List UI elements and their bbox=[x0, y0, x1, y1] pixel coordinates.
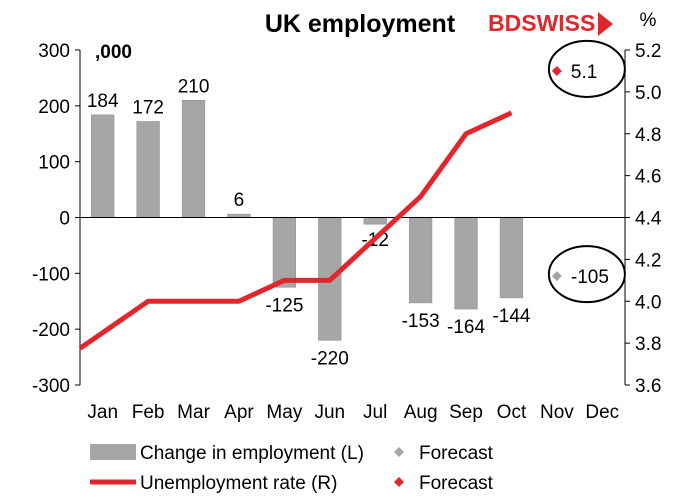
svg-text:BDSWISS: BDSWISS bbox=[488, 10, 595, 36]
employment-bar-jan bbox=[91, 114, 115, 218]
forecast-unemployment-ellipse bbox=[547, 39, 626, 98]
y-right-tick-label: 5.0 bbox=[635, 83, 661, 104]
forecast-employment-ellipse bbox=[547, 245, 626, 304]
bar-data-label: -153 bbox=[402, 311, 440, 332]
x-tick-label-apr: Apr bbox=[224, 402, 254, 423]
y-left-tick-label: 0 bbox=[59, 209, 70, 230]
bar-data-label: 172 bbox=[132, 97, 164, 118]
legend-diamond-swatch bbox=[394, 447, 404, 457]
bar-data-label: -164 bbox=[447, 317, 485, 338]
legend: Change in employment (L) Forecast Unemploy… bbox=[90, 443, 494, 494]
unemployment-line-layer bbox=[78, 110, 513, 351]
forecast-unemployment-label: 5.1 bbox=[571, 62, 597, 83]
y-left-tick-label: 300 bbox=[38, 41, 70, 62]
bar-data-label: 6 bbox=[234, 190, 245, 211]
y-right-tick-label: 3.8 bbox=[635, 334, 661, 355]
bar-data-label: -125 bbox=[265, 295, 303, 316]
legend-label: Unemployment rate (R) bbox=[140, 473, 337, 494]
employment-bar-mar bbox=[181, 100, 206, 218]
y-right-tick-label: 4.6 bbox=[635, 167, 661, 188]
brand-logo-bd: BD bbox=[488, 10, 521, 36]
y-left-tick-label: 200 bbox=[38, 97, 70, 118]
legend-label: Change in employment (L) bbox=[140, 443, 364, 464]
employment-bar-feb bbox=[136, 121, 160, 218]
forecast-layer: -105 5.1 bbox=[547, 39, 626, 304]
x-tick-label-mar: Mar bbox=[177, 402, 210, 423]
y-right-tick-label: 4.4 bbox=[635, 209, 662, 230]
bar-data-label: -220 bbox=[311, 348, 349, 369]
y-right-tick-label: 4.0 bbox=[635, 292, 661, 313]
y-right-tick-label: 4.2 bbox=[635, 250, 661, 271]
y-axis-right: 5.2 5.0 4.8 4.6 4.4 4.2 4.0 3.8 3.6 bbox=[624, 41, 662, 397]
employment-bar-apr bbox=[227, 213, 251, 218]
y-right-tick-label: 5.2 bbox=[635, 41, 661, 62]
legend-label: Forecast bbox=[419, 443, 494, 464]
brand-arrow-icon bbox=[598, 12, 613, 36]
bar-data-label: 210 bbox=[178, 76, 210, 97]
legend-diamond-swatch bbox=[394, 477, 404, 487]
x-tick-label-sep: Sep bbox=[449, 402, 483, 423]
x-tick-label-feb: Feb bbox=[132, 402, 165, 423]
x-tick-label-jun: Jun bbox=[314, 402, 345, 423]
y-left-tick-label: -100 bbox=[32, 264, 70, 285]
bar-data-label: 184 bbox=[87, 91, 119, 112]
y-left-tick-label: -300 bbox=[32, 376, 70, 397]
legend-bar-swatch bbox=[90, 444, 136, 460]
employment-bar-oct bbox=[499, 217, 524, 299]
employment-bar-sep bbox=[454, 217, 478, 310]
employment-bar-may bbox=[272, 217, 296, 288]
brand-logo-swiss: SWISS bbox=[521, 10, 595, 36]
y-axis-left: 300 200 100 0 -100 -200 -300 bbox=[32, 41, 81, 397]
unemployment-rate-line bbox=[78, 110, 513, 351]
x-tick-label-jul: Jul bbox=[363, 402, 387, 423]
employment-bar-aug bbox=[409, 217, 433, 304]
brand-logo: BDSWISS bbox=[488, 10, 613, 36]
y-right-tick-label: 3.6 bbox=[635, 376, 661, 397]
x-tick-label-jan: Jan bbox=[87, 402, 118, 423]
forecast-unemployment-marker bbox=[551, 65, 562, 76]
y-left-tick-label: 100 bbox=[38, 153, 70, 174]
y-left-unit: ,000 bbox=[95, 42, 132, 63]
y-left-tick-label: -200 bbox=[32, 320, 70, 341]
y-right-tick-label: 4.8 bbox=[635, 125, 661, 146]
x-tick-label-may: May bbox=[266, 402, 302, 423]
y-right-unit: % bbox=[640, 10, 657, 31]
x-axis: Jan Feb Mar Apr May Jun Jul Aug Sep Oct Nov Dec bbox=[80, 217, 625, 423]
x-tick-label-oct: Oct bbox=[497, 402, 527, 423]
x-tick-label-aug: Aug bbox=[404, 402, 438, 423]
bar-data-label: -144 bbox=[492, 306, 530, 327]
forecast-employment-marker bbox=[551, 271, 562, 282]
forecast-employment-label: -105 bbox=[571, 267, 609, 288]
x-tick-label-dec: Dec bbox=[585, 402, 619, 423]
x-tick-label-nov: Nov bbox=[540, 402, 574, 423]
legend-label: Forecast bbox=[419, 473, 494, 494]
employment-bar-jul bbox=[363, 217, 387, 225]
chart-title: UK employment bbox=[265, 10, 456, 38]
